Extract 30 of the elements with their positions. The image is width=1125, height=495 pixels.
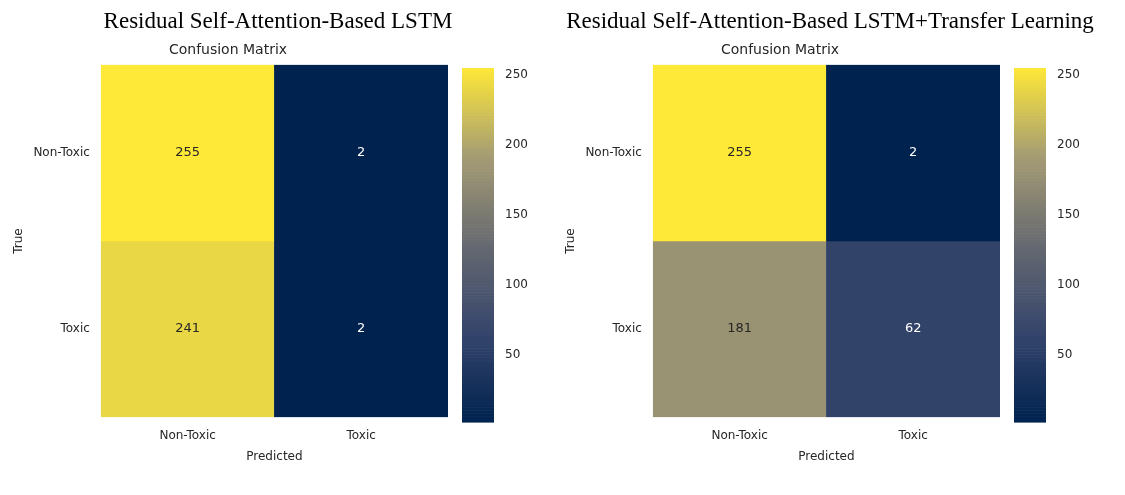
chart-title: Residual Self-Attention-Based LSTM: [102, 8, 454, 35]
chart-title: Residual Self-Attention-Based LSTM+Transfer Learning: [565, 8, 1095, 35]
x-tick-label: Toxic: [897, 427, 928, 442]
color-bar-label: 200: [1057, 137, 1080, 152]
data-label: 2: [909, 144, 918, 160]
color-bar-label: 250: [505, 67, 528, 82]
color-bar-label: 150: [1057, 207, 1080, 222]
x-tick-label: Non-Toxic: [159, 427, 216, 442]
x-tick-label: Non-Toxic: [711, 427, 768, 442]
chart-subtitle: Confusion Matrix: [720, 41, 840, 58]
color-bar-label: 250: [1057, 67, 1080, 82]
color-bar-label: 50: [1057, 346, 1073, 361]
y-axis-title: True: [11, 228, 26, 255]
data-label: 241: [175, 320, 201, 336]
data-label: 255: [727, 144, 753, 160]
y-axis-title: True: [563, 228, 578, 255]
color-bar-label: 100: [1057, 277, 1080, 291]
data-label: 2: [357, 320, 366, 336]
data-label: 181: [727, 320, 753, 336]
chart-subtitle: Confusion Matrix: [168, 41, 288, 58]
data-label: 62: [904, 320, 922, 336]
x-tick-label: Toxic: [345, 427, 376, 442]
color-bar-label: 200: [505, 137, 528, 152]
color-bar-label: 100: [505, 277, 528, 291]
data-label: 255: [175, 144, 201, 160]
x-axis-title: Predicted: [246, 448, 303, 463]
color-bar-label: 150: [505, 207, 528, 222]
data-label: 2: [357, 144, 366, 160]
color-bar-label: 50: [505, 346, 521, 361]
x-axis-title: Predicted: [798, 448, 855, 463]
